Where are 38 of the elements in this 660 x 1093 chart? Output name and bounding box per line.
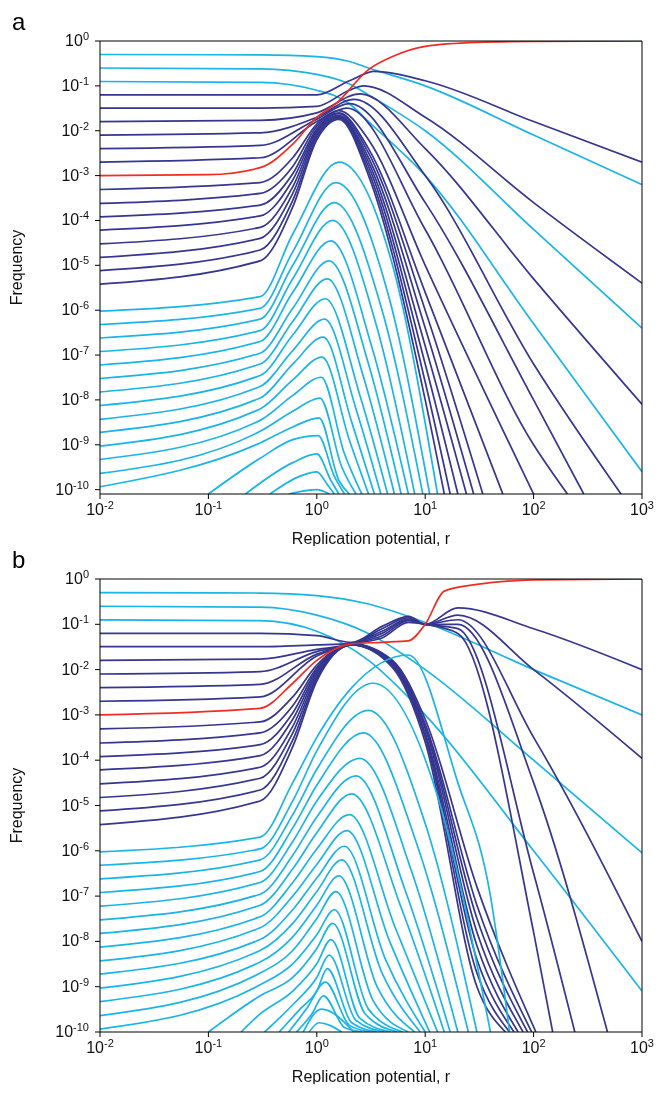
y-tick-label: 10$^{-1}$ [61,74,89,94]
y-tick-label: 10$^{-4}$ [61,749,89,769]
x-tick-label: 10$^{-2}$ [86,499,114,518]
y-tick-label: 10$^{-2}$ [61,658,89,678]
x-tick-label: 10$^{1}$ [413,1037,438,1056]
y-tick-label: 10$^{-8}$ [61,388,89,408]
y-tick-label: 10$^{-10}$ [55,1021,89,1040]
y-axis-title: Frequency [7,767,25,844]
y-tick-label: 10$^{-5}$ [61,794,89,814]
y-tick-label: 10$^{-5}$ [61,254,89,274]
x-tick-label: 10$^{2}$ [521,1037,546,1056]
x-tick-label: 10$^{-1}$ [194,499,223,518]
y-tick-label: 10$^{-3}$ [61,703,89,723]
x-tick-label: 10$^{1}$ [413,499,438,518]
y-tick-label: 10$^{-10}$ [55,478,89,498]
y-tick-label: 10$^{-3}$ [61,164,89,184]
x-tick-label: 10$^{2}$ [521,499,546,518]
x-tick-label: 10$^{-1}$ [194,1037,223,1056]
x-tick-label: 10$^{3}$ [630,499,654,518]
y-tick-label: 10$^{-2}$ [61,119,89,139]
y-tick-label: 10$^{-7}$ [61,885,89,905]
x-tick-label: 10$^{0}$ [304,1037,329,1056]
y-tick-label: 10$^{-6}$ [61,299,89,319]
y-tick-label: 10$^{-9}$ [61,433,89,453]
y-tick-label: 10$^{0}$ [65,30,89,49]
y-axis-title: Frequency [7,229,25,306]
y-tick-label: 10$^{-7}$ [61,344,89,364]
x-tick-label: 10$^{0}$ [304,499,329,518]
y-tick-label: 10$^{0}$ [65,568,89,587]
y-tick-label: 10$^{-4}$ [61,209,89,229]
y-tick-label: 10$^{-6}$ [61,839,89,859]
chart-title: a [12,8,26,36]
y-tick-label: 10$^{-1}$ [61,613,89,633]
x-tick-label: 10$^{-2}$ [86,1037,114,1056]
y-tick-label: 10$^{-8}$ [61,930,89,950]
y-tick-label: 10$^{-9}$ [61,975,89,995]
chart-title: b [12,546,26,574]
x-tick-label: 10$^{3}$ [630,1037,654,1056]
